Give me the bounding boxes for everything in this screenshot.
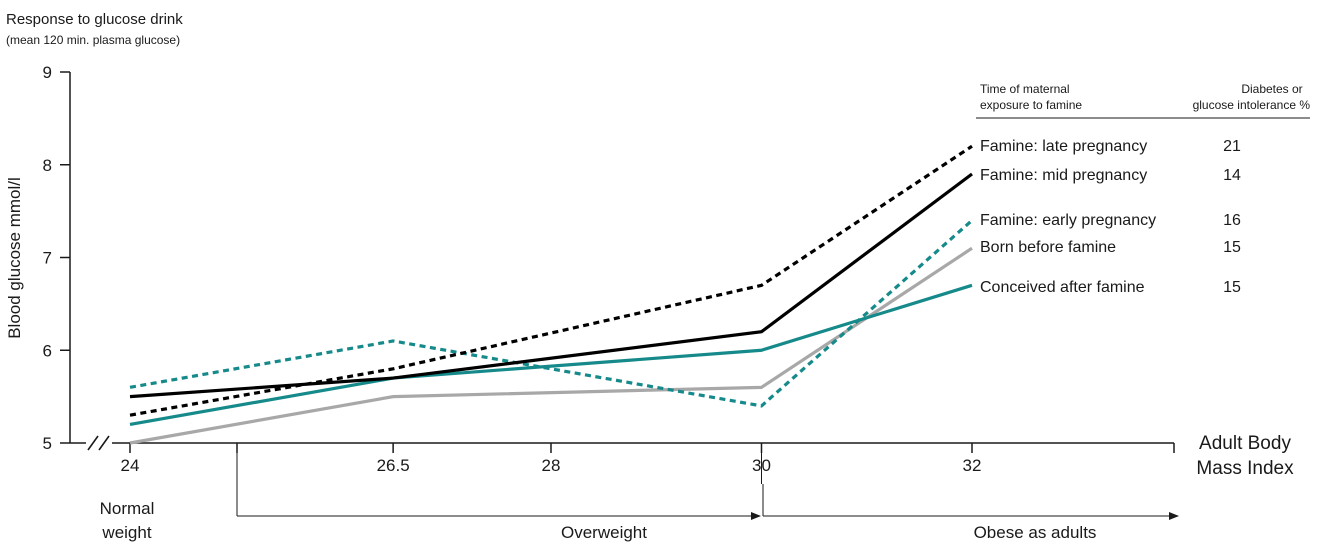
- x-tick-label: 28: [542, 456, 561, 475]
- legend-percent-3: 15: [1223, 239, 1241, 256]
- y-axis-label: Blood glucose mmol/l: [5, 177, 24, 339]
- x-tick-label: 24: [121, 456, 140, 475]
- overweight-bracket: [236, 444, 761, 520]
- legend-label-0: Famine: late pregnancy: [980, 138, 1147, 155]
- legend-label-2: Famine: early pregnancy: [980, 212, 1156, 229]
- chart-subtitle: (mean 120 min. plasma glucose): [6, 33, 180, 47]
- band-normal-line2: weight: [101, 523, 151, 542]
- x-tick-label: 26.5: [377, 456, 410, 475]
- series-line-1: [129, 172, 973, 399]
- legend-header-col1-line1: Time of maternal: [980, 82, 1070, 96]
- y-tick-label: 9: [43, 63, 52, 82]
- y-tick-label: 8: [43, 156, 52, 175]
- series-line-3: [129, 246, 973, 445]
- band-overweight: Overweight: [561, 523, 647, 542]
- legend-label-3: Born before famine: [980, 239, 1116, 256]
- band-obese: Obese as adults: [974, 523, 1097, 542]
- x-tick-label: 32: [963, 456, 982, 475]
- series-line-0: [129, 144, 973, 417]
- legend-label-4: Conceived after famine: [980, 279, 1145, 296]
- y-tick-label: 6: [43, 341, 52, 360]
- series-line-4: [129, 283, 973, 427]
- legend-header-col1-line2: exposure to famine: [980, 98, 1082, 112]
- x-axis-label-line1: Adult Body: [1199, 433, 1291, 454]
- y-tick-label: 5: [43, 434, 52, 453]
- legend-label-1: Famine: mid pregnancy: [980, 167, 1147, 184]
- axis-break-icon: [86, 434, 112, 452]
- band-normal-line1: Normal: [100, 499, 155, 518]
- series-line-2: [129, 219, 974, 408]
- legend-percent-4: 15: [1223, 279, 1241, 296]
- y-tick-label: 7: [43, 249, 52, 268]
- legend-percent-0: 21: [1223, 138, 1241, 155]
- legend-header-col2-line1: Diabetes or: [1241, 82, 1302, 96]
- obese-bracket: [762, 484, 1179, 520]
- x-axis-label-line2: Mass Index: [1196, 458, 1294, 479]
- legend-percent-2: 16: [1223, 212, 1241, 229]
- chart-title: Response to glucose drink: [6, 11, 183, 28]
- legend-percent-1: 14: [1223, 167, 1241, 184]
- legend-header-col2-line2: glucose intolerance %: [1193, 98, 1311, 112]
